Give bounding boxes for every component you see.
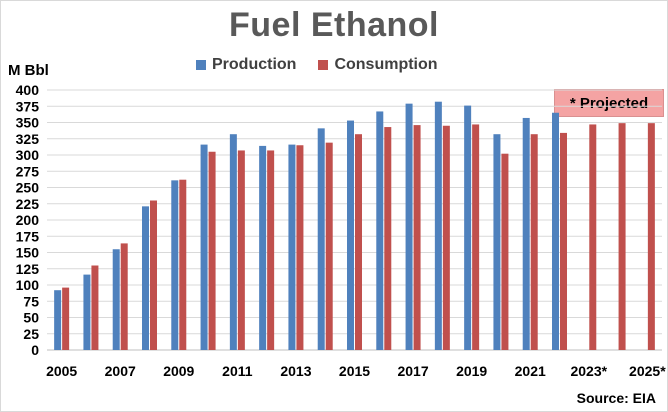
y-tick-label: 175 <box>16 228 40 244</box>
y-tick-label: 75 <box>23 293 39 309</box>
y-tick-label: 225 <box>16 196 40 212</box>
x-tick-label: 2005 <box>46 363 77 379</box>
x-tick-label: 2009 <box>163 363 194 379</box>
x-tick-label: 2023* <box>570 363 607 379</box>
bar-consumption-2011 <box>237 150 245 350</box>
chart-title: Fuel Ethanol <box>229 6 439 44</box>
legend-label-production: Production <box>212 56 297 73</box>
y-tick-label: 400 <box>16 82 40 98</box>
bar-consumption-2024 <box>618 123 626 351</box>
y-tick-label: 375 <box>16 98 40 114</box>
legend-swatch-consumption <box>318 60 329 70</box>
bar-consumption-2014 <box>325 142 333 350</box>
bar-production-2022 <box>552 112 559 350</box>
x-tick-label: 2025* <box>629 363 666 379</box>
y-tick-label: 50 <box>23 310 39 326</box>
x-tick-label: 2007 <box>105 363 136 379</box>
bar-consumption-2020 <box>501 153 509 350</box>
legend-item-consumption: Consumption <box>318 56 438 74</box>
bar-production-2017 <box>405 103 413 351</box>
bar-consumption-2015 <box>355 134 362 350</box>
y-tick-label: 25 <box>23 326 39 342</box>
bar-consumption-2008 <box>150 200 157 350</box>
y-tick-label: 200 <box>16 212 40 228</box>
bar-production-2014 <box>317 128 325 350</box>
source-note: Source: EIA <box>576 390 656 406</box>
bar-production-2020 <box>493 134 501 350</box>
y-tick-label: 0 <box>31 342 39 358</box>
bar-production-2010 <box>200 144 208 350</box>
projected-annotation: * Projected <box>554 89 664 117</box>
x-tick-label: 2011 <box>222 363 253 379</box>
y-axis-label: M Bbl <box>8 62 49 79</box>
x-tick-label: 2017 <box>397 363 428 379</box>
bar-production-2005 <box>54 290 62 350</box>
bar-production-2008 <box>142 206 149 350</box>
bar-consumption-2006 <box>91 265 99 350</box>
bar-production-2009 <box>171 180 179 350</box>
bar-consumption-2009 <box>179 179 187 350</box>
y-tick-label: 300 <box>16 147 40 163</box>
bar-consumption-2005 <box>62 287 70 350</box>
legend: Production Consumption <box>196 56 460 74</box>
bar-consumption-2010 <box>208 151 216 350</box>
bar-production-2016 <box>376 111 384 350</box>
bar-consumption-2012 <box>267 150 275 350</box>
bar-consumption-2016 <box>384 127 392 350</box>
y-tick-label: 250 <box>16 180 40 196</box>
y-tick-label: 275 <box>16 163 40 179</box>
x-tick-label: 2021 <box>515 363 546 379</box>
bar-production-2021 <box>522 117 530 350</box>
y-tick-label: 350 <box>16 115 40 131</box>
x-tick-label: 2013 <box>280 363 311 379</box>
legend-label-consumption: Consumption <box>334 56 438 73</box>
y-tick-label: 325 <box>16 131 40 147</box>
bar-production-2006 <box>83 274 91 350</box>
legend-swatch-production <box>196 60 206 70</box>
bar-production-2011 <box>229 134 237 350</box>
bar-consumption-2022 <box>560 132 567 350</box>
bar-consumption-2013 <box>296 145 304 350</box>
bar-production-2015 <box>347 120 354 350</box>
bar-production-2007 <box>112 249 120 350</box>
bar-production-2012 <box>259 145 267 350</box>
y-tick-label: 150 <box>16 245 40 261</box>
bar-consumption-2023 <box>589 124 597 350</box>
bar-consumption-2019 <box>472 124 480 350</box>
x-tick-label: 2015 <box>339 363 370 379</box>
legend-item-production: Production <box>196 56 296 74</box>
bar-production-2019 <box>464 105 472 350</box>
bar-production-2018 <box>434 101 442 350</box>
bar-consumption-2007 <box>120 243 128 350</box>
bar-production-2013 <box>288 144 296 350</box>
y-tick-label: 125 <box>16 261 40 277</box>
bar-consumption-2018 <box>442 125 450 350</box>
x-tick-label: 2019 <box>456 363 487 379</box>
bar-consumption-2017 <box>413 125 421 350</box>
bar-consumption-2021 <box>530 134 538 350</box>
y-tick-label: 100 <box>16 277 40 293</box>
bar-consumption-2025 <box>647 123 655 351</box>
